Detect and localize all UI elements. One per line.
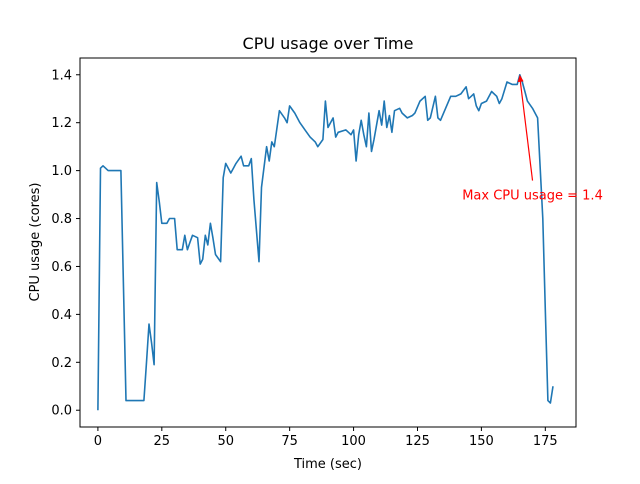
y-tick-label: 0.6 — [51, 260, 72, 275]
x-tick-label: 100 — [341, 434, 366, 449]
y-tick-label: 0.2 — [51, 356, 72, 371]
x-tick-label: 75 — [281, 434, 298, 449]
x-axis-label: Time (sec) — [293, 457, 362, 472]
y-tick-label: 0.0 — [51, 404, 72, 419]
x-tick-label: 150 — [469, 434, 494, 449]
y-tick-label: 0.4 — [51, 308, 72, 323]
x-tick-label: 0 — [94, 434, 102, 449]
annotation-arrow-line — [519, 76, 534, 181]
x-tick-label: 50 — [217, 434, 234, 449]
y-tick-label: 1.0 — [51, 164, 72, 179]
y-tick-label: 0.8 — [51, 212, 72, 227]
x-tick-label: 25 — [154, 434, 171, 449]
y-tick-label: 1.2 — [51, 116, 72, 131]
y-axis: 0.0 0.2 0.4 0.6 0.8 1.0 1.2 1.4 — [51, 68, 80, 419]
annotation-layer: Max CPU usage = 1.4 — [462, 74, 603, 204]
cpu-usage-line — [97, 74, 554, 411]
chart-title: CPU usage over Time — [243, 34, 414, 53]
max-cpu-annotation: Max CPU usage = 1.4 — [462, 189, 603, 204]
x-tick-label: 125 — [405, 434, 430, 449]
plot-frame — [79, 57, 577, 428]
plot-area — [97, 74, 554, 411]
x-axis: 0 25 50 75 100 125 150 175 — [94, 427, 558, 449]
annotation-arrow-head — [517, 74, 524, 83]
y-axis-label: CPU usage (cores) — [28, 183, 43, 302]
y-tick-label: 1.4 — [51, 68, 72, 83]
x-tick-label: 175 — [533, 434, 558, 449]
